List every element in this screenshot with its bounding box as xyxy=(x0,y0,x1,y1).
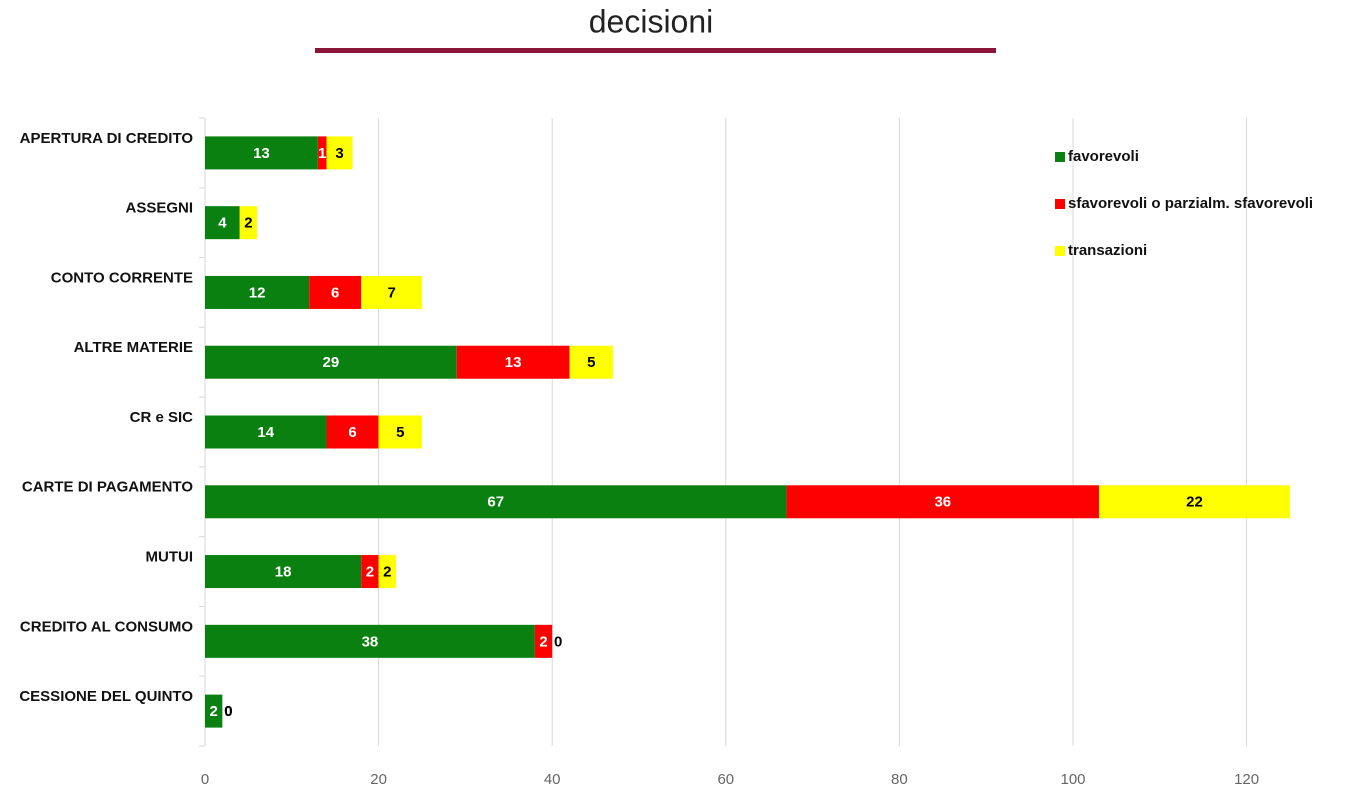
bar-segment xyxy=(205,345,457,379)
category-label: CREDITO AL CONSUMO xyxy=(20,618,193,635)
data-label: 4 xyxy=(218,215,227,232)
bar-segment xyxy=(326,136,353,170)
data-label: 38 xyxy=(362,633,379,650)
data-label: 2 xyxy=(539,633,547,650)
bar-segment xyxy=(205,624,535,658)
data-label: 2 xyxy=(210,703,218,720)
data-label: 0 xyxy=(554,633,562,650)
data-label: 5 xyxy=(396,424,404,441)
category-label: MUTUI xyxy=(146,549,194,566)
data-label: 2 xyxy=(366,564,374,581)
data-label: 7 xyxy=(387,284,395,301)
bar-segment xyxy=(569,345,613,379)
x-tick-label: 0 xyxy=(201,771,209,788)
bar-segment xyxy=(317,136,327,170)
data-label: 2 xyxy=(244,215,252,232)
bar-segment xyxy=(309,275,362,309)
data-label: 1 xyxy=(318,145,326,162)
bar-segment xyxy=(205,694,223,728)
data-label: 29 xyxy=(323,354,340,371)
data-label: 3 xyxy=(335,145,343,162)
data-label: 2 xyxy=(383,564,391,581)
category-label: CARTE DI PAGAMENTO xyxy=(22,479,193,496)
legend-label: transazioni xyxy=(1068,242,1147,259)
data-label: 18 xyxy=(275,564,292,581)
data-label: 13 xyxy=(505,354,522,371)
category-label: APERTURA DI CREDITO xyxy=(20,130,194,147)
x-tick-label: 80 xyxy=(891,771,908,788)
bar-segment xyxy=(361,275,422,309)
bar-segment xyxy=(361,555,379,589)
bar-segment xyxy=(456,345,570,379)
bar-segment xyxy=(205,275,310,309)
bar-segment xyxy=(786,485,1100,519)
category-label: ALTRE MATERIE xyxy=(74,339,193,356)
bar-segment xyxy=(326,415,379,449)
bar-segment xyxy=(378,415,422,449)
data-label: 67 xyxy=(487,494,504,511)
title-underline xyxy=(315,48,996,53)
category-label: CR e SIC xyxy=(130,409,194,426)
category-label: CONTO CORRENTE xyxy=(51,269,193,286)
data-label: 5 xyxy=(587,354,595,371)
legend-swatch xyxy=(1055,199,1065,209)
bar-segment xyxy=(239,206,258,240)
data-label: 36 xyxy=(934,494,951,511)
data-label: 6 xyxy=(348,424,356,441)
bar-segment xyxy=(205,206,240,240)
chart-title: decisioni xyxy=(589,3,714,39)
bar-segment xyxy=(205,136,318,170)
x-tick-label: 60 xyxy=(717,771,734,788)
bar-segment xyxy=(205,415,327,449)
data-label: 22 xyxy=(1186,494,1203,511)
bar-segment xyxy=(1099,485,1290,519)
x-tick-label: 120 xyxy=(1234,771,1259,788)
x-tick-label: 40 xyxy=(544,771,561,788)
legend-label: favorevoli xyxy=(1068,148,1139,165)
bar-segment xyxy=(378,555,396,589)
category-label: CESSIONE DEL QUINTO xyxy=(19,688,193,705)
data-label: 0 xyxy=(224,703,232,720)
data-label: 0 xyxy=(224,703,232,720)
legend-swatch xyxy=(1055,246,1065,256)
data-label: 12 xyxy=(249,284,266,301)
legend-swatch xyxy=(1055,152,1065,162)
x-tick-label: 100 xyxy=(1060,771,1085,788)
category-label: ASSEGNI xyxy=(125,200,193,217)
data-label: 14 xyxy=(257,424,274,441)
bar-segment xyxy=(205,555,362,589)
legend-label: sfavorevoli o parzialm. sfavorevoli xyxy=(1068,195,1313,212)
data-label: 13 xyxy=(253,145,270,162)
x-tick-label: 20 xyxy=(370,771,387,788)
bar-segment xyxy=(534,624,553,658)
data-label: 6 xyxy=(331,284,339,301)
bar-segment xyxy=(205,485,787,519)
